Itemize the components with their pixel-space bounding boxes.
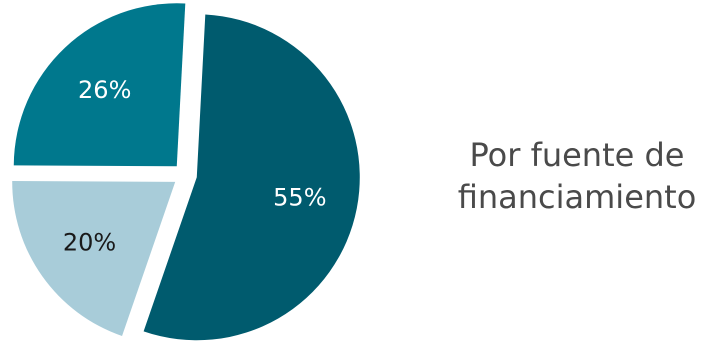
pie-labels: 55% 20% 26% bbox=[63, 76, 327, 257]
chart-caption: Por fuente de financiamiento bbox=[448, 134, 706, 218]
pie-slice-label-1: 55% bbox=[273, 183, 326, 211]
pie-slice-2 bbox=[12, 181, 176, 337]
pie-chart: 55% 20% 26% bbox=[12, 3, 360, 341]
pie-slice-label-2: 20% bbox=[63, 229, 116, 257]
pie-slice-label-3: 26% bbox=[78, 76, 131, 104]
pie-slice-1 bbox=[143, 14, 360, 341]
pie-slice-3 bbox=[13, 3, 186, 167]
pie-slices bbox=[12, 3, 360, 341]
caption-line-1: Por fuente de bbox=[469, 136, 685, 174]
caption-line-2: financiamiento bbox=[457, 178, 697, 216]
